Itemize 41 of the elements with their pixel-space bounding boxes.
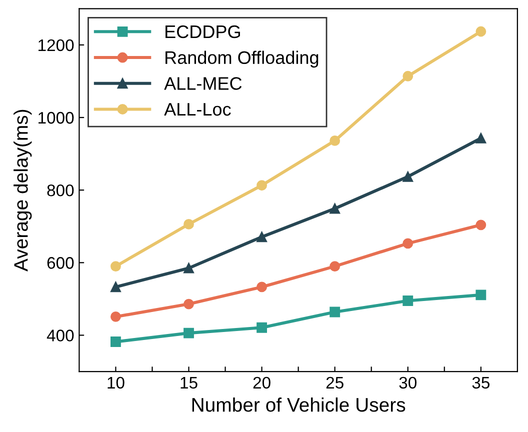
point xyxy=(402,70,414,82)
y-axis-title: Average delay(ms) xyxy=(14,110,32,272)
x-tick-label: 35 xyxy=(472,376,490,389)
legend-label: ALL-MEC xyxy=(164,77,242,90)
point xyxy=(256,282,268,292)
x-tick-label: 25 xyxy=(326,376,344,389)
point xyxy=(110,312,121,322)
point xyxy=(476,26,486,37)
point xyxy=(476,290,486,300)
point xyxy=(330,306,340,318)
point xyxy=(110,261,121,272)
point xyxy=(330,203,340,214)
point xyxy=(184,298,194,310)
point xyxy=(330,136,340,146)
point xyxy=(402,171,414,182)
x-tick-label: 10 xyxy=(108,376,124,389)
point xyxy=(476,132,486,144)
y-tick-label: 1200 xyxy=(38,39,74,52)
point xyxy=(110,336,121,347)
legend-label: Random Offloading xyxy=(166,50,318,68)
point xyxy=(256,232,268,242)
point xyxy=(330,261,340,272)
point xyxy=(184,328,194,338)
legend-label: ALL-Loc xyxy=(164,103,231,116)
point xyxy=(402,238,414,249)
point xyxy=(110,282,121,292)
point xyxy=(184,262,194,274)
x-tick-label: 20 xyxy=(253,376,270,389)
point xyxy=(402,296,414,306)
x-tick-label: 30 xyxy=(399,376,416,389)
y-tick-label: 1000 xyxy=(38,112,74,124)
point xyxy=(256,180,268,191)
y-tick-label: 800 xyxy=(47,184,74,196)
y-tick-label: 400 xyxy=(46,330,74,342)
x-axis-title: Number of Vehicle Users xyxy=(192,397,406,412)
point xyxy=(476,220,486,230)
x-tick-label: 15 xyxy=(180,376,198,389)
legend-label: ECDDPG xyxy=(166,25,240,38)
y-tick-label: 600 xyxy=(47,257,74,269)
point xyxy=(184,218,194,230)
point xyxy=(256,322,268,333)
